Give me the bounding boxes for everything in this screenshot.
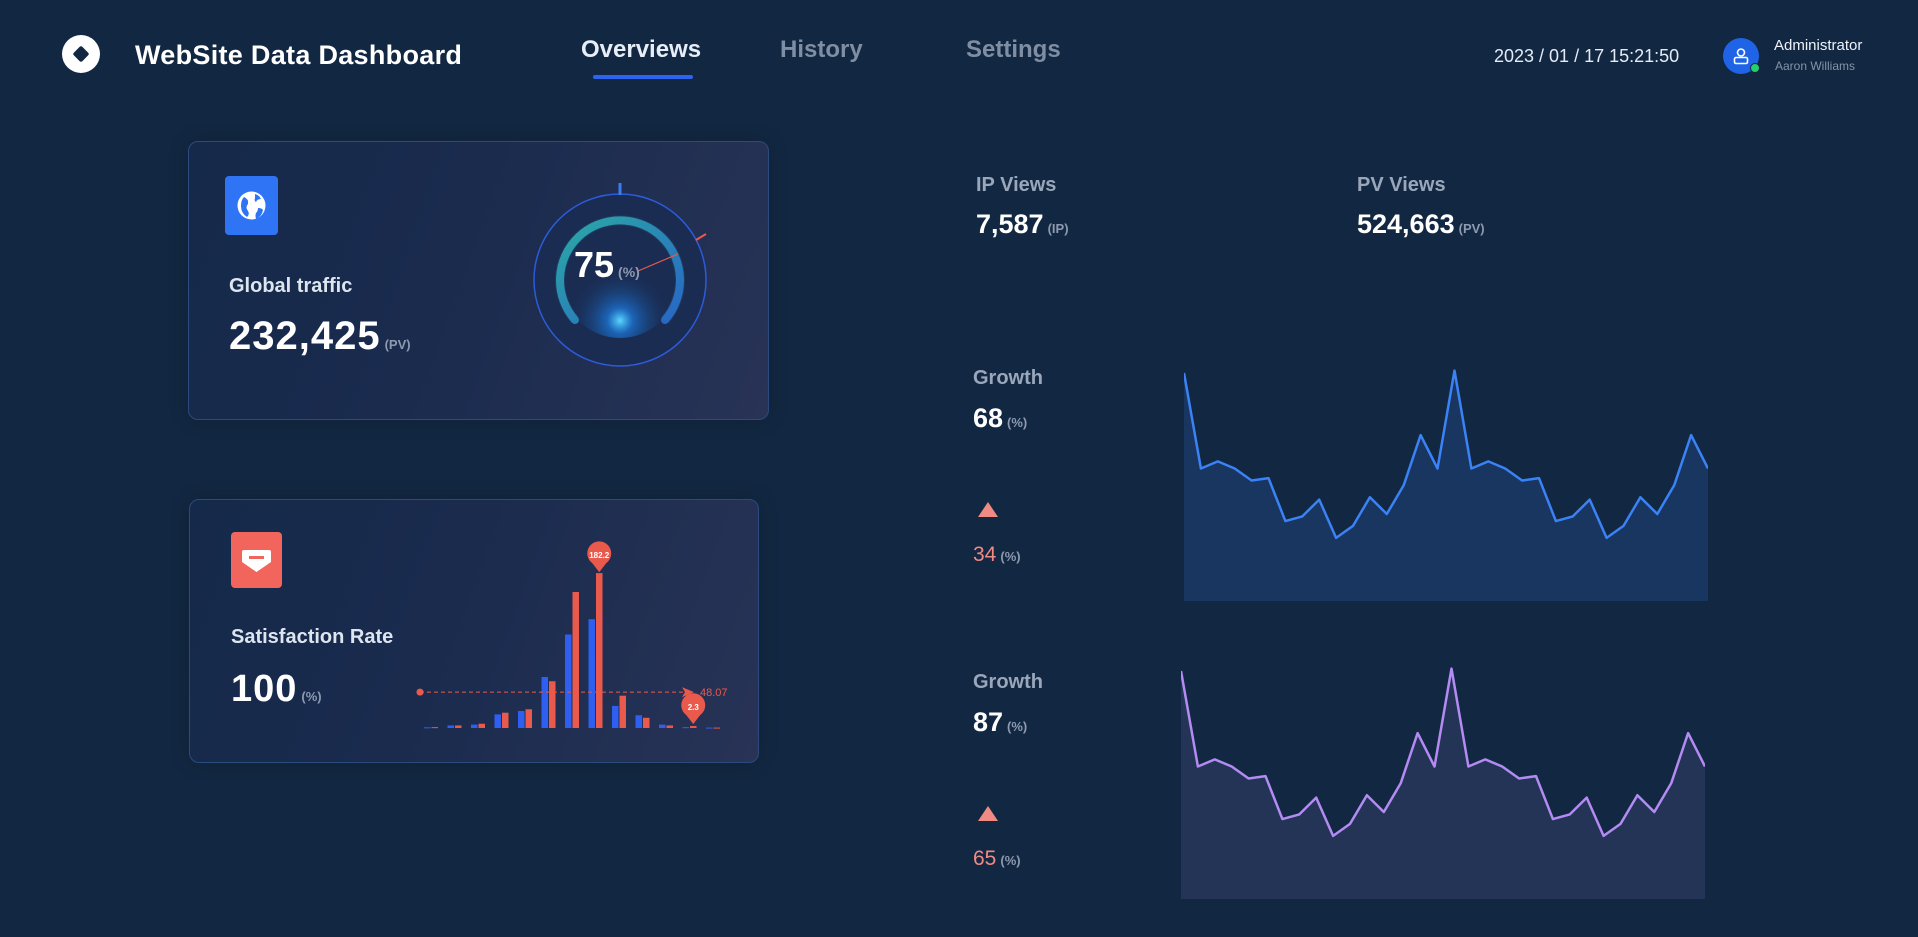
satisfaction-label: Satisfaction Rate [231, 626, 394, 648]
global-traffic-unit: (PV) [384, 337, 411, 352]
global-traffic-value: 232,425 (PV) [229, 314, 411, 359]
pv-views-label: PV Views [1357, 174, 1446, 196]
bar-red-3 [478, 723, 485, 728]
bar-blue-10 [635, 715, 642, 728]
area-fill-1 [1184, 370, 1708, 601]
growth-delta-unit-2: (%) [1000, 853, 1021, 868]
ip-views-number: 7,587 [976, 209, 1044, 239]
datetime: 2023 / 01 / 17 15:21:50 [1494, 46, 1680, 66]
markline-arrow-icon [682, 687, 694, 698]
bar-blue-12 [682, 727, 689, 729]
pv-views-value: 524,663 (PV) [1357, 209, 1485, 240]
pv-views-unit: (PV) [1458, 221, 1485, 236]
area-line-2 [1181, 667, 1705, 838]
bar-series-group [424, 573, 720, 729]
bar-red-5 [525, 709, 532, 728]
bar-red-7 [572, 592, 579, 728]
markline-start-dot [416, 688, 424, 696]
tab-overviews[interactable]: Overviews [581, 36, 702, 63]
growth-label-1: Growth [973, 367, 1043, 389]
growth-delta-2: 65 (%) [973, 847, 1021, 871]
bar-red-10 [643, 717, 650, 728]
min-pin-label: 2.3 [688, 703, 700, 712]
bar-blue-9 [612, 705, 619, 728]
satisfaction-card [189, 499, 759, 763]
bar-blue-6 [541, 677, 548, 728]
pv-views-number: 524,663 [1357, 209, 1455, 239]
area-fill-2 [1181, 668, 1705, 899]
growth-delta-number-1: 34 [973, 543, 997, 566]
bar-blue-7 [565, 634, 572, 728]
satisfaction-bar-chart: 48.07 182.2 2.3 [416, 541, 728, 729]
tab-settings[interactable]: Settings [966, 36, 1061, 63]
bar-blue-4 [494, 714, 501, 728]
active-tab-indicator [593, 75, 693, 79]
satisfaction-unit: (%) [301, 689, 322, 704]
tab-history[interactable]: History [780, 36, 863, 63]
bar-red-2 [455, 725, 462, 728]
traffic-gauge [533, 183, 707, 367]
app-title: WebSite Data Dashboard [135, 40, 463, 70]
bar-red-6 [549, 681, 556, 728]
ip-views-value: 7,587 (IP) [976, 209, 1069, 240]
globe-icon [225, 176, 278, 235]
growth-area-chart-2 [1181, 667, 1705, 899]
ip-views-unit: (IP) [1047, 221, 1069, 236]
chat-icon [231, 532, 282, 588]
bar-red-9 [619, 695, 626, 728]
bar-blue-5 [518, 711, 525, 728]
user-icon [1733, 48, 1749, 65]
bar-red-12 [690, 726, 697, 728]
satisfaction-value: 100 (%) [231, 668, 322, 711]
bar-blue-11 [659, 724, 666, 728]
growth-number-1: 68 [973, 403, 1004, 433]
bar-red-8 [596, 573, 603, 728]
max-pin-label: 182.2 [589, 551, 610, 560]
app-logo [62, 35, 100, 73]
ip-views-label: IP Views [976, 174, 1057, 196]
growth-unit-1: (%) [1007, 415, 1028, 430]
user-role: Administrator [1774, 37, 1863, 54]
growth-unit-2: (%) [1007, 719, 1028, 734]
bar-blue-3 [471, 724, 478, 728]
max-pin-marker: 182.2 [587, 541, 612, 573]
bar-blue-1 [424, 727, 431, 729]
min-pin-marker: 2.3 [681, 693, 706, 724]
global-traffic-number: 232,425 [229, 314, 381, 358]
bar-red-4 [502, 712, 509, 728]
global-traffic-label: Global traffic [229, 275, 353, 297]
growth-value-1: 68 (%) [973, 403, 1027, 434]
growth-delta-unit-1: (%) [1000, 549, 1021, 564]
avatar[interactable] [1723, 38, 1759, 74]
growth-delta-number-2: 65 [973, 847, 997, 870]
markline-label: 48.07 [700, 687, 728, 699]
growth-up-arrow-icon-2 [978, 806, 998, 821]
growth-delta-1: 34 (%) [973, 543, 1021, 567]
gauge-unit: (%) [618, 264, 640, 280]
user-name: Aaron Williams [1775, 59, 1856, 73]
bar-red-11 [666, 725, 673, 728]
online-status-dot [1750, 63, 1760, 73]
growth-label-2: Growth [973, 671, 1043, 693]
area-line-1 [1184, 369, 1708, 540]
bar-blue-13 [706, 727, 713, 729]
growth-up-arrow-icon-1 [978, 502, 998, 517]
gauge-value: 75 (%) [574, 244, 640, 286]
bar-red-1 [431, 727, 438, 729]
growth-number-2: 87 [973, 707, 1004, 737]
bar-blue-8 [588, 619, 595, 728]
bar-red-13 [713, 727, 720, 729]
growth-value-2: 87 (%) [973, 707, 1027, 738]
bar-blue-2 [447, 725, 454, 728]
growth-area-chart-1 [1184, 369, 1708, 601]
gauge-number: 75 [574, 244, 615, 285]
satisfaction-number: 100 [231, 668, 298, 710]
